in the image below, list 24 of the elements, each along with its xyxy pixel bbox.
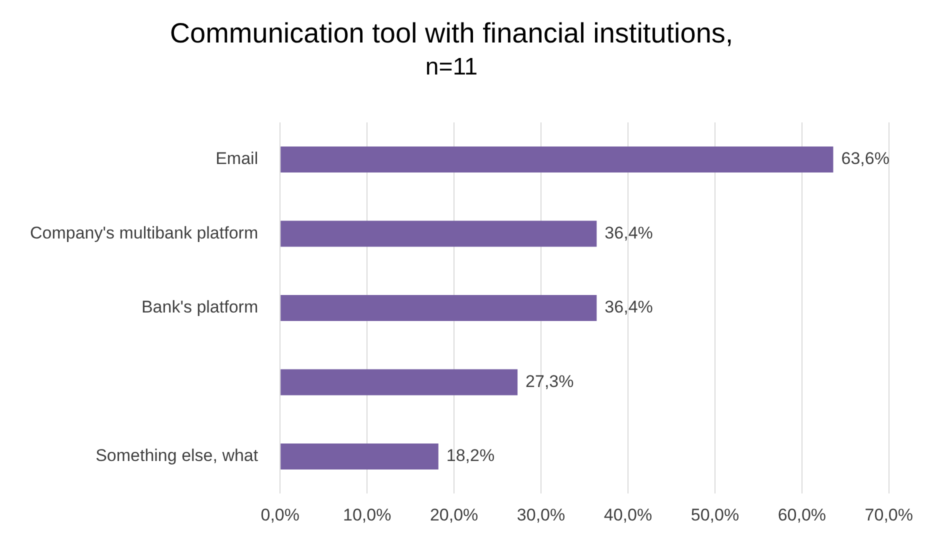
data-label: 18,2%	[446, 446, 495, 466]
y-tick-label: Email	[216, 149, 258, 168]
y-tick-label: Something else, what	[96, 446, 258, 466]
x-tick-label: 40,0%	[604, 505, 652, 524]
data-label: 36,4%	[604, 223, 653, 242]
x-tick-label: 50,0%	[690, 505, 740, 524]
x-tick-label: 30,0%	[516, 505, 566, 524]
bar	[280, 146, 834, 173]
chart-subtitle: n=11	[425, 54, 478, 81]
data-label: 27,3%	[526, 372, 574, 391]
bar	[280, 443, 438, 470]
x-tick-label: 10,0%	[342, 505, 392, 524]
x-tick-label: 0,0%	[260, 505, 300, 524]
y-tick-label: Bank's platform	[141, 298, 258, 317]
bar	[280, 295, 597, 321]
x-tick-label: 60,0%	[778, 505, 826, 524]
data-label: 63,6%	[841, 149, 890, 168]
bar	[280, 220, 597, 247]
y-tick-label: Company's multibank platform	[30, 223, 258, 242]
bar	[280, 369, 518, 396]
x-tick-label: 20,0%	[430, 505, 478, 524]
chart-title: Communication tool with financial institutions,	[170, 18, 734, 49]
data-label: 36,4%	[604, 298, 653, 317]
x-tick-label: 70,0%	[864, 505, 913, 524]
